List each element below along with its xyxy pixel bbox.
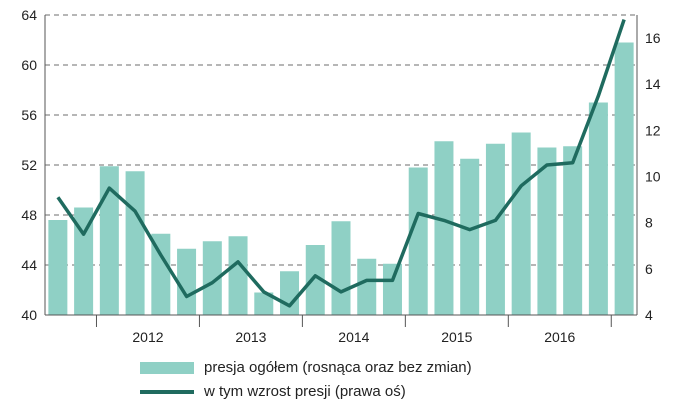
line-series: [56, 19, 626, 308]
line-path: [56, 19, 626, 308]
right-tick-label: 14: [645, 76, 661, 92]
left-tick-label: 64: [21, 7, 37, 23]
legend-bar-label: presja ogółem (rosnąca oraz bez zmian): [204, 359, 472, 376]
tick-labels: 40 44 48 52 56 60 64 4 6 8 10 12 14 16 2012 2013 2014 201…: [21, 7, 660, 345]
bar: [563, 146, 583, 315]
bar: [125, 171, 145, 315]
right-tick-label: 12: [645, 122, 661, 138]
left-tick-label: 60: [21, 57, 37, 73]
legend-line-swatch: [140, 390, 194, 394]
left-tick-label: 44: [21, 257, 37, 273]
bar: [537, 147, 557, 315]
right-tick-label: 16: [645, 30, 661, 46]
left-tick-label: 48: [21, 207, 37, 223]
right-tick-label: 8: [645, 215, 653, 231]
bar: [382, 263, 402, 315]
bar: [408, 167, 428, 315]
bar: [588, 102, 608, 315]
legend-item-line: w tym wzrost presji (prawa oś): [140, 380, 472, 404]
bar: [48, 220, 68, 315]
bar: [202, 241, 222, 315]
bar: [460, 158, 480, 315]
chart: 40 44 48 52 56 60 64 4 6 8 10 12 14 16 2012 2013 2014 201…: [21, 7, 660, 345]
bar-series: [48, 42, 634, 315]
legend-bar-swatch: [140, 362, 194, 374]
legend-line-label: w tym wzrost presji (prawa oś): [204, 383, 406, 400]
bar: [331, 221, 351, 315]
legend: presja ogółem (rosnąca oraz bez zmian) w…: [140, 356, 472, 404]
bar: [228, 236, 248, 315]
bar: [485, 143, 505, 315]
bar: [254, 292, 274, 315]
bar: [151, 233, 171, 315]
left-tick-label: 40: [21, 307, 37, 323]
x-tick-label: 2013: [235, 329, 266, 345]
bar: [614, 42, 634, 315]
bar: [99, 166, 119, 315]
bar: [280, 271, 300, 315]
left-tick-label: 52: [21, 157, 37, 173]
bar: [357, 258, 377, 315]
legend-item-bars: presja ogółem (rosnąca oraz bez zmian): [140, 356, 472, 380]
x-tick-label: 2015: [441, 329, 472, 345]
right-tick-label: 6: [645, 261, 653, 277]
x-tick-label: 2012: [132, 329, 163, 345]
bar: [511, 132, 531, 315]
bar: [74, 207, 94, 315]
bar: [305, 245, 325, 315]
left-tick-label: 56: [21, 107, 37, 123]
bar: [434, 141, 454, 315]
right-tick-label: 10: [645, 169, 661, 185]
bar: [177, 248, 197, 315]
axes: [44, 15, 638, 327]
right-tick-label: 4: [645, 307, 653, 323]
x-tick-label: 2014: [338, 329, 369, 345]
x-tick-label: 2016: [544, 329, 575, 345]
